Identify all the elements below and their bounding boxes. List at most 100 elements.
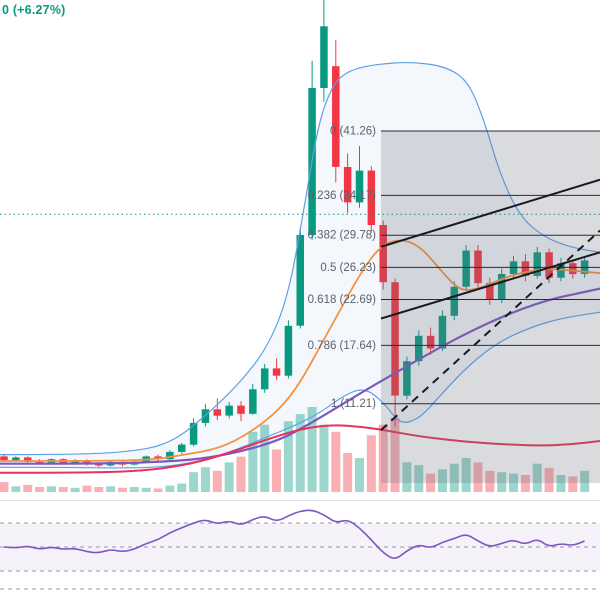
dashed-trend-line[interactable] xyxy=(380,229,600,431)
volume-bar xyxy=(189,472,199,492)
volume-bar xyxy=(177,483,187,492)
highlight-box xyxy=(381,131,600,483)
price-change-label: 0 (+6.27%) xyxy=(2,3,66,17)
volume-bar xyxy=(497,472,507,492)
volume-bar xyxy=(35,487,45,492)
candle-body xyxy=(166,451,174,460)
volume-bar xyxy=(0,482,9,492)
solid-trend-line[interactable] xyxy=(380,178,600,248)
volume-bar xyxy=(461,458,471,492)
volume-bar xyxy=(402,462,412,492)
volume-bar xyxy=(449,463,459,492)
ma-purple-line xyxy=(0,287,600,465)
ma-red-line xyxy=(0,424,600,474)
volume-bar xyxy=(366,435,376,492)
candle-body xyxy=(438,315,447,349)
fib-level-label: 0.618 (22.69) xyxy=(308,294,377,306)
candle-body xyxy=(23,457,32,462)
volume-bar xyxy=(58,487,68,492)
volume-bar xyxy=(426,473,436,492)
candle-body xyxy=(379,225,387,283)
candle-body xyxy=(462,250,470,287)
fibonacci-layer: 0 (41.26) 0.236 (34.17) 0.382 (29.78) 0.5 (… xyxy=(308,126,600,410)
volume-bar xyxy=(46,486,56,492)
volume-bar xyxy=(82,485,92,492)
candle-body xyxy=(415,335,423,362)
candle-body xyxy=(332,66,340,167)
volume-bar xyxy=(283,421,293,492)
volume-bar xyxy=(165,485,175,492)
volume-bar xyxy=(485,470,495,493)
candle-body xyxy=(237,405,245,414)
volume-bar xyxy=(319,424,329,492)
volume-bar xyxy=(129,487,139,492)
volume-bar xyxy=(355,458,364,492)
volume-bar xyxy=(200,467,210,492)
volume-bar xyxy=(390,417,400,492)
fib-level-label: 0 (41.26) xyxy=(330,126,376,138)
volume-bar xyxy=(509,473,519,492)
candle-body xyxy=(391,282,399,396)
volume-bar xyxy=(153,488,163,492)
candle-body xyxy=(178,444,186,452)
volume-bar xyxy=(212,470,222,493)
candle-body xyxy=(533,252,541,276)
volume-bar xyxy=(248,431,258,492)
solid-trend-line[interactable] xyxy=(380,251,600,320)
candle-body xyxy=(403,361,411,396)
candle-body xyxy=(189,422,198,445)
candle-body xyxy=(296,235,304,326)
rsi-line xyxy=(3,509,585,559)
fib-level-label: 1 (11.21) xyxy=(331,398,376,410)
candle-body xyxy=(12,457,20,461)
candle-body xyxy=(497,274,506,300)
volume-bar xyxy=(70,487,80,493)
volume-bar xyxy=(272,449,282,492)
candle-body xyxy=(486,283,494,300)
volume-bar xyxy=(580,470,590,493)
volume-bar xyxy=(106,486,116,492)
volume-bar xyxy=(118,487,127,493)
volume-bar xyxy=(295,414,305,492)
rsi-panel xyxy=(0,509,600,590)
volume-bar xyxy=(520,475,530,492)
candle-body xyxy=(474,250,482,284)
candle-body xyxy=(272,368,281,376)
candle-body xyxy=(95,463,103,466)
volume-bar xyxy=(94,487,104,492)
fib-level-label: 0.786 (17.64) xyxy=(308,340,377,352)
volume-bar xyxy=(141,487,151,493)
volume-bar xyxy=(532,463,542,492)
volume-layer xyxy=(0,407,590,493)
volume-bar xyxy=(544,467,554,492)
candle-body xyxy=(213,409,222,416)
volume-bar xyxy=(437,469,447,492)
volume-bar xyxy=(473,462,483,492)
volume-bar xyxy=(331,431,341,492)
candle-body xyxy=(225,405,233,416)
ma-orange-line xyxy=(0,239,600,462)
bollinger-upper-line xyxy=(0,61,600,456)
volume-bar xyxy=(568,476,578,492)
volume-bar xyxy=(224,462,234,492)
volume-bar xyxy=(23,484,33,492)
fib-level-label: 0.236 (34.17) xyxy=(308,190,377,202)
fib-level-label: 0.382 (29.78) xyxy=(308,230,377,242)
candle-body xyxy=(426,335,435,349)
volume-bar xyxy=(236,456,246,492)
candle-body xyxy=(249,389,257,414)
candle-body xyxy=(260,368,269,390)
candle-body xyxy=(450,286,459,316)
volume-bar xyxy=(414,465,424,492)
candle-body xyxy=(545,252,553,278)
candle-body xyxy=(35,461,44,463)
volume-bar xyxy=(343,453,353,492)
candle-body xyxy=(83,460,91,464)
fib-level-label: 0.5 (26.23) xyxy=(320,262,376,274)
candle-body xyxy=(367,170,376,225)
candle-body xyxy=(355,170,364,203)
candle-body xyxy=(569,263,577,275)
volume-bar xyxy=(307,407,317,492)
